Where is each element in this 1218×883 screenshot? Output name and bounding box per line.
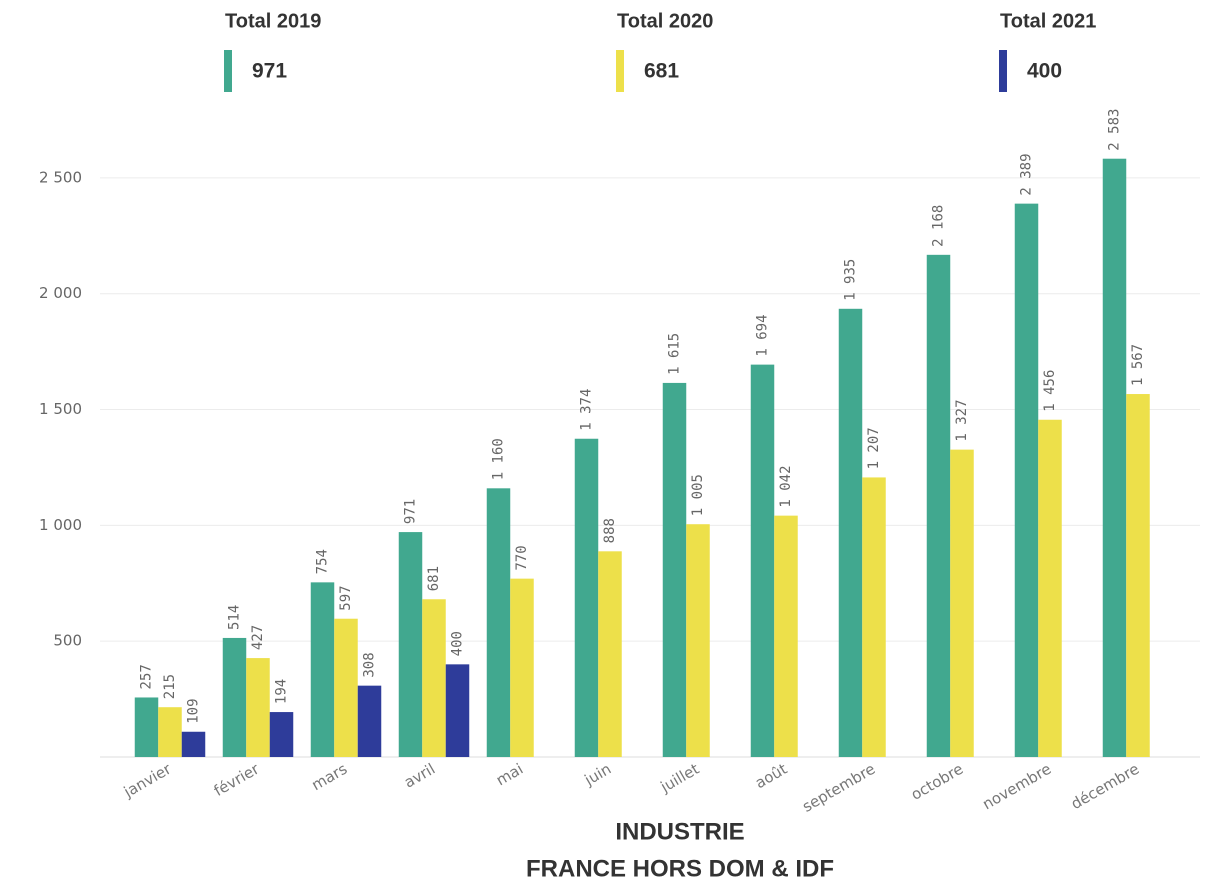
value-label: 2 168	[931, 205, 947, 247]
value-label: 1 207	[866, 427, 882, 469]
card-value: 971	[252, 60, 287, 83]
bar	[158, 707, 182, 757]
x-tick-label: mars	[309, 760, 351, 795]
value-label: 754	[315, 549, 331, 574]
value-label: 971	[403, 499, 419, 524]
card-name: Total 2020	[617, 10, 713, 32]
value-label: 109	[186, 698, 202, 723]
value-label: 1 327	[954, 399, 970, 441]
bar	[310, 582, 335, 757]
bar	[574, 438, 599, 757]
x-tick-label: août	[752, 760, 790, 793]
value-label: 215	[162, 674, 178, 699]
y-tick-label: 2 500	[39, 168, 82, 186]
bar	[422, 599, 446, 757]
bar	[486, 488, 511, 757]
x-tick-label: juillet	[657, 760, 703, 797]
card-name: Total 2019	[225, 10, 321, 32]
x-tick-label: janvier	[120, 759, 175, 801]
value-label: 1 935	[843, 259, 859, 301]
bar	[134, 697, 159, 757]
x-tick-label: septembre	[799, 760, 878, 816]
value-label: 681	[426, 566, 442, 591]
card-name: Total 2021	[1000, 10, 1096, 32]
card-swatch	[616, 50, 624, 92]
bar	[398, 532, 423, 757]
y-tick-label: 500	[53, 632, 82, 650]
value-label: 2 389	[1019, 153, 1035, 195]
value-label: 1 615	[667, 333, 683, 375]
card-value: 681	[644, 60, 679, 83]
bar	[510, 578, 534, 757]
x-tick-label: février	[211, 759, 263, 800]
bar	[222, 637, 247, 757]
value-label: 1 374	[579, 389, 595, 431]
x-tick-label: avril	[401, 760, 438, 792]
bar	[1102, 158, 1127, 757]
y-tick-label: 2 000	[39, 284, 82, 302]
value-label: 514	[227, 605, 243, 630]
bar	[598, 551, 622, 757]
bar	[357, 685, 382, 757]
value-label: 1 005	[690, 474, 706, 516]
bar	[774, 515, 798, 757]
value-label: 1 567	[1130, 344, 1146, 386]
x-tick-label: juin	[581, 760, 615, 790]
bar	[686, 524, 710, 757]
bar	[181, 731, 206, 757]
bar	[334, 618, 358, 757]
value-label: 308	[362, 652, 378, 677]
bar	[1014, 203, 1039, 757]
value-label: 194	[274, 679, 290, 704]
bar	[750, 364, 775, 757]
x-tick-label: novembre	[979, 760, 1054, 814]
value-label: 888	[602, 518, 618, 543]
bar	[950, 449, 974, 757]
bar	[838, 308, 863, 757]
chart-subtitle: FRANCE HORS DOM & IDF	[526, 855, 834, 882]
value-label: 400	[450, 631, 466, 656]
value-label: 1 160	[491, 438, 507, 480]
card-value: 400	[1027, 60, 1062, 83]
bar	[662, 382, 687, 757]
value-label: 427	[250, 625, 266, 650]
value-label: 2 583	[1107, 109, 1123, 151]
x-tick-label: octobre	[908, 760, 966, 804]
bar	[445, 664, 470, 757]
value-label: 1 042	[778, 465, 794, 507]
bar	[926, 254, 951, 757]
bar	[1126, 394, 1150, 757]
value-label: 257	[139, 664, 155, 689]
bar	[1038, 419, 1062, 757]
y-tick-label: 1 500	[39, 400, 82, 418]
card-swatch	[999, 50, 1007, 92]
bar	[862, 477, 886, 757]
value-label: 597	[338, 585, 354, 610]
x-tick-label: mai	[493, 760, 526, 790]
value-label: 1 694	[755, 314, 771, 356]
value-label: 770	[514, 545, 530, 570]
bar	[269, 712, 294, 757]
y-tick-label: 1 000	[39, 516, 82, 534]
bar	[246, 658, 270, 757]
value-label: 1 456	[1042, 370, 1058, 412]
chart-title: INDUSTRIE	[615, 818, 744, 845]
x-tick-label: décembre	[1068, 760, 1142, 813]
card-swatch	[224, 50, 232, 92]
